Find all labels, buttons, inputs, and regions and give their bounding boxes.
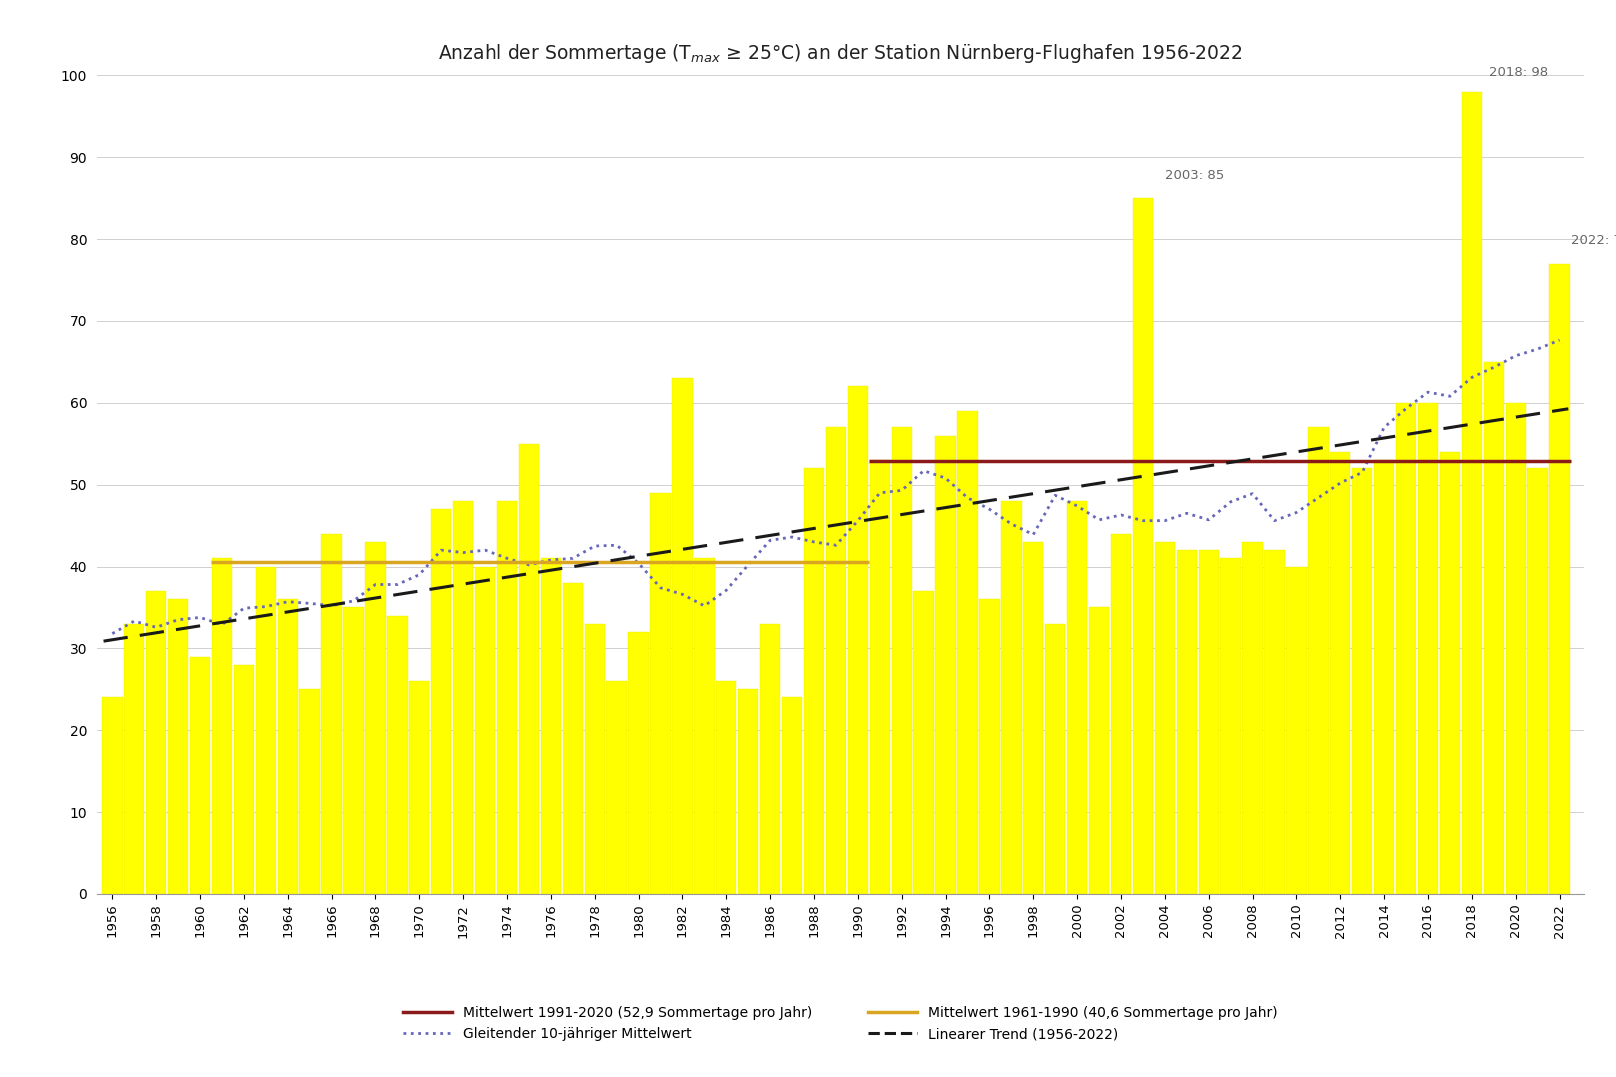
Bar (145, 591, 166, 894)
Bar (541, 558, 561, 894)
Bar (979, 599, 1000, 894)
Bar (1309, 428, 1328, 894)
Bar (739, 689, 758, 894)
Bar (496, 501, 517, 894)
Bar (913, 591, 934, 894)
Bar (1176, 550, 1197, 894)
Bar (1461, 92, 1482, 894)
Bar (869, 460, 890, 894)
Bar (585, 624, 604, 894)
Bar (716, 681, 737, 894)
Text: 2003: 85: 2003: 85 (1165, 169, 1223, 182)
Bar (892, 428, 911, 894)
Bar (1243, 542, 1262, 894)
Bar (1527, 468, 1548, 894)
Bar (1483, 362, 1504, 894)
Bar (672, 378, 693, 894)
Bar (1396, 403, 1416, 894)
Bar (1220, 558, 1241, 894)
Bar (102, 698, 123, 894)
Bar (782, 698, 802, 894)
Text: 2018: 98: 2018: 98 (1490, 67, 1548, 80)
Bar (388, 616, 407, 894)
Bar (936, 435, 955, 894)
Bar (1089, 607, 1109, 894)
Bar (1110, 534, 1131, 894)
Bar (1133, 198, 1154, 894)
Bar (1330, 452, 1351, 894)
Bar (1353, 468, 1372, 894)
Bar (234, 665, 254, 894)
Bar (519, 444, 540, 894)
Bar (957, 411, 978, 894)
Bar (760, 624, 781, 894)
Bar (629, 632, 648, 894)
Bar (562, 583, 583, 894)
Bar (212, 558, 233, 894)
Title: Anzahl der Sommertage (T$_{max}$ ≥ 25°C) an der Station Nürnberg-Flughafen 1956-: Anzahl der Sommertage (T$_{max}$ ≥ 25°C)… (438, 42, 1243, 65)
Bar (1023, 542, 1044, 894)
Bar (299, 689, 320, 894)
Bar (606, 681, 627, 894)
Bar (452, 501, 473, 894)
Bar (409, 681, 430, 894)
Bar (1264, 550, 1285, 894)
Bar (475, 567, 494, 894)
Bar (189, 657, 210, 894)
Bar (1417, 403, 1438, 894)
Bar (1506, 403, 1526, 894)
Bar (1002, 501, 1021, 894)
Bar (1067, 501, 1088, 894)
Legend: Mittelwert 1991-2020 (52,9 Sommertage pro Jahr), Gleitender 10-jähriger Mittelwe: Mittelwert 1991-2020 (52,9 Sommertage pr… (398, 1001, 1283, 1047)
Bar (1199, 550, 1218, 894)
Bar (1550, 264, 1569, 894)
Bar (124, 624, 144, 894)
Bar (803, 468, 824, 894)
Bar (1046, 624, 1065, 894)
Bar (1286, 567, 1307, 894)
Bar (695, 558, 714, 894)
Bar (1440, 452, 1461, 894)
Bar (255, 567, 276, 894)
Text: 2022: 77: 2022: 77 (1571, 235, 1616, 248)
Bar (278, 599, 297, 894)
Bar (848, 387, 868, 894)
Bar (431, 509, 451, 894)
Bar (343, 607, 364, 894)
Bar (168, 599, 189, 894)
Bar (826, 428, 847, 894)
Bar (650, 493, 671, 894)
Bar (322, 534, 343, 894)
Bar (365, 542, 386, 894)
Bar (1155, 542, 1175, 894)
Bar (1374, 460, 1395, 894)
